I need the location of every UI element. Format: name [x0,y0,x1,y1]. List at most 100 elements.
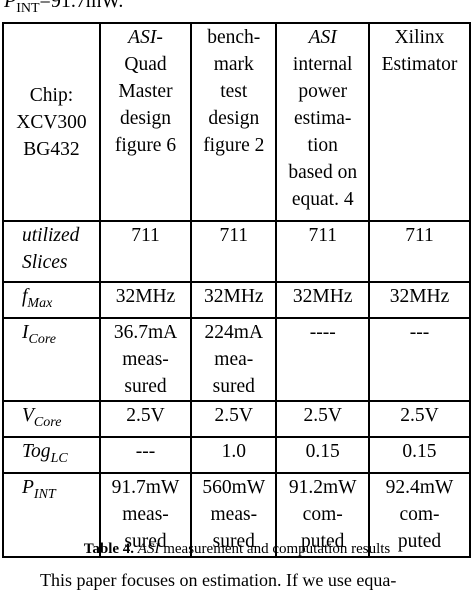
cell-line: Estimator [381,54,458,75]
row-label: ICore [2,317,101,402]
cell-line: 32MHz [203,286,264,307]
table-cell: --- [367,317,472,402]
cell-line: mark [213,54,254,75]
cell-line: internal [292,54,353,75]
table-cell: 92.4mW com-puted [367,472,472,558]
row-label: utilized Slices [2,220,101,283]
cell-line: 711 [131,225,160,246]
cell-line: test [220,81,248,102]
cell-line: com- [302,504,343,525]
cell-line: meas- [122,349,169,370]
cell-line: 1.0 [221,441,246,462]
cell-line: sured [212,376,255,397]
table-cell: 2.5V [190,400,278,438]
cell-line: estima- [294,108,352,129]
cell-line: --- [135,441,156,462]
cell-line: BG432 [23,138,80,160]
cell-line: 560mW [202,477,266,498]
cell-line: Quad [124,54,167,75]
cell-line: Xilinx [394,27,445,48]
cell-line: com- [399,504,440,525]
table-cell: --- [98,436,193,474]
subscript: INT [33,487,56,502]
cell-line: design [208,108,260,129]
table-cell: 1.0 [190,436,278,474]
subscript: LC [50,451,68,466]
table-cell: 2.5V [367,400,472,438]
cell-line: 32MHz [389,286,450,307]
subscript: Max [27,296,53,311]
cell-line: 92.4mW [385,477,454,498]
cell-line: puted [301,531,345,552]
cell-line: ASI- [128,27,163,48]
symbol: P [22,477,34,498]
table-cell: 32MHz [190,281,278,319]
cell-line: equat. 4 [291,189,354,210]
cell-line: Chip: [29,84,74,106]
cell-line: 91.7mW [111,477,180,498]
cell-line: 2.5V [126,405,165,426]
cell-line: design [120,108,171,129]
cell-line: tion [307,135,338,156]
cell-line: Master [118,81,173,102]
cell-line: XCV300 [16,111,87,133]
row-label: fMax [2,281,101,319]
table-cell: 36.7mA meas-sured [98,317,193,402]
table-cell: 711 [367,220,472,283]
subscript: INT [16,1,40,16]
table-row: fMax 32MHz 32MHz 32MHz 32MHz [2,281,472,319]
cell-line: 0.15 [402,441,437,462]
cell-line: meas- [122,504,169,525]
cell-line: 36.7mA [113,322,178,343]
symbol: f [22,286,28,307]
body-text: This paper focuses on estimation. If we … [40,570,397,590]
cell-line: ASI [308,27,337,48]
symbol: V [22,405,34,426]
symbol: P [4,0,17,12]
cell-line: 2.5V [303,405,342,426]
symbol: Tog [22,441,51,462]
table-cell: 711 [190,220,278,283]
cell-line: based on [288,162,358,183]
header-cell: ASI internal power estima-tion based on equat… [275,22,370,222]
cell-line: figure 6 [114,135,177,156]
cell-line: meas- [210,504,258,525]
row-label: PINT [2,472,101,558]
table-row: utilized Slices 711 711 711 711 [2,220,472,283]
caption-label: Table 4. [83,541,135,557]
header-cell: bench-mark test design figure 2 [190,22,278,222]
table-cell: 711 [275,220,370,283]
table-row: VCore 2.5V 2.5V 2.5V 2.5V [2,400,472,438]
table-cell: ---- [275,317,370,402]
table-cell: 91.2mW com-puted [275,472,370,558]
caption: Table 4. ASI measurement and computation… [0,541,474,558]
cell-line: utilized [22,225,80,246]
table-cell: 560mW meas-sured [190,472,278,558]
caption-text: measurement and computation results [159,541,391,557]
cell-line: 711 [219,225,249,246]
header-row: Chip: XCV300 BG432 ASI- Quad Master design figu… [2,22,472,222]
table-cell: 2.5V [275,400,370,438]
cell-line: figure 2 [203,135,265,156]
cell-line: sured [212,531,255,552]
row-label: VCore [2,400,101,438]
cell-line: ---- [309,322,336,343]
cell-line: 711 [405,225,434,246]
table-cell: 32MHz [367,281,472,319]
cell-line: --- [409,322,430,343]
cell-line: sured [124,376,167,397]
table-cell: 224mA mea-sured [190,317,278,402]
table-row: TogLC --- 1.0 0.15 0.15 [2,436,472,474]
text: =91.7mW. [39,0,124,12]
top-text: PINT=91.7mW. [4,0,123,17]
subscript: Core [33,415,62,430]
cell-line: 224mA [204,322,264,343]
cell-line: 32MHz [115,286,176,307]
row-label: TogLC [2,436,101,474]
table-row: PINT 91.7mW meas-sured 560mW meas-sured 91.2m… [2,472,472,558]
table-cell: 32MHz [98,281,193,319]
header-cell: Xilinx Estimator [367,22,472,222]
cell-line: puted [397,531,442,552]
cell-line: bench- [207,27,261,48]
